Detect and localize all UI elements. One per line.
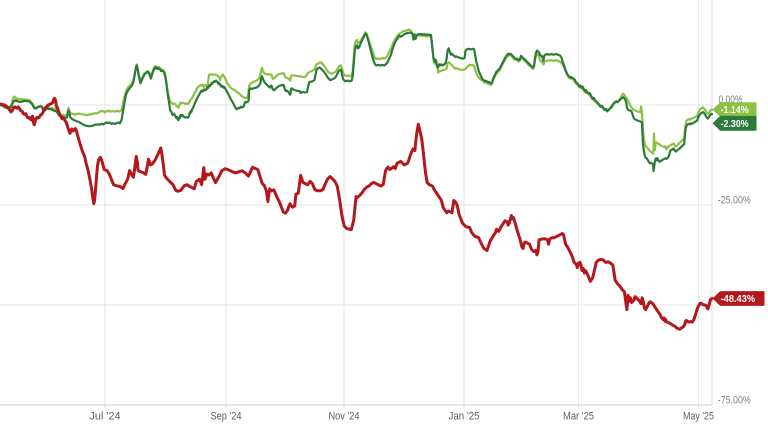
svg-text:-25.00%: -25.00% [718, 194, 751, 206]
svg-text:-75.00%: -75.00% [718, 394, 751, 406]
svg-text:Jul '24: Jul '24 [90, 410, 121, 422]
svg-text:-48.43%: -48.43% [721, 294, 756, 305]
svg-text:Mar '25: Mar '25 [563, 410, 594, 422]
svg-text:-2.30%: -2.30% [721, 119, 749, 130]
svg-text:May '25: May '25 [683, 410, 714, 422]
svg-text:-1.14%: -1.14% [721, 105, 749, 116]
svg-text:Sep '24: Sep '24 [211, 410, 242, 422]
svg-text:Nov '24: Nov '24 [329, 410, 360, 422]
svg-text:Jan '25: Jan '25 [449, 410, 480, 422]
